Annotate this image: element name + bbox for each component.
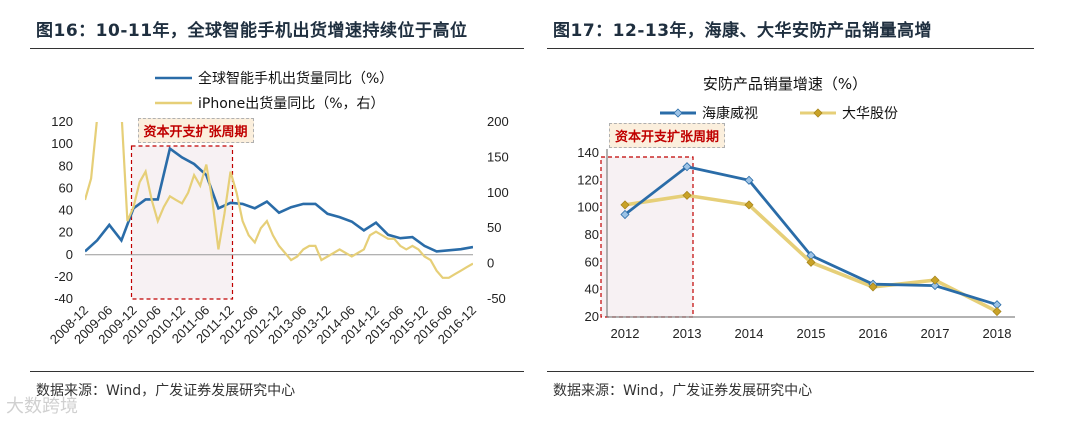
dahua-point [992,306,1002,317]
right-y-tick: 0 [487,256,494,271]
left-y-tick: -40 [54,291,73,306]
left-y-tick: 100 [51,136,73,151]
legend-marker [813,108,823,118]
right-y-tick: -50 [487,291,506,306]
right-y-tick: 100 [487,185,509,200]
right-line-chart: 安防产品销量增速（%） 20 40 60 80 100 120 140 2012 2013 2014… [577,75,1015,341]
dahua-point [868,282,878,292]
left-y-tick: 20 [59,225,73,240]
right-period-label: 资本开支扩张周期 [609,123,726,148]
left-period-label: 资本开支扩张周期 [137,118,254,143]
chart-title: 安防产品销量增速（%） [703,75,867,93]
x-tick-label: 2015 [797,326,826,341]
y-tick-label: 120 [577,172,599,187]
left-figure: 图16：10-11年，全球智能手机出货增速持续位于高位 -40 -20 0 20 40 6… [0,0,530,422]
hikvision-point [682,162,692,172]
right-figure-title: 图17：12-13年，海康、大华安防产品销量高增 [553,21,933,41]
x-tick-label: 2017 [921,326,950,341]
y-tick-label: 100 [577,200,599,215]
x-tick-label: 2013 [673,326,702,341]
hikvision-point [930,281,940,291]
x-tick-label: 2016 [859,326,888,341]
left-y-tick: -20 [54,269,73,284]
smartphone-shipments-line [85,146,473,253]
legend-marker [673,108,683,118]
x-tick-label: 2018 [983,326,1012,341]
left-line-chart: -40-20020406080100120-500501001502002008… [47,70,509,347]
hikvision-point [744,175,754,185]
left-y-tick: 60 [59,180,73,195]
left-y-tick: 40 [59,203,73,218]
y-tick-label: 40 [585,282,599,297]
hikvision-point [620,209,630,220]
left-y-tick: 120 [51,114,73,129]
left-figure-title: 图16：10-11年，全球智能手机出货增速持续位于高位 [36,21,468,41]
y-tick-label: 20 [585,309,599,324]
right-bottom-rule [547,371,1034,372]
dahua-point [620,200,630,210]
right-figure: 图17：12-13年，海康、大华安防产品销量高增 安防产品销量增速（%） 20 40… [545,0,1080,422]
left-y-tick: 0 [66,247,73,262]
right-y-tick: 150 [487,149,509,164]
legend-label: 大华股份 [842,106,898,122]
x-tick-label: 2012 [611,326,640,341]
dahua-point [806,257,816,267]
right-y-tick: 50 [487,220,501,235]
y-tick-label: 80 [585,227,599,242]
right-top-rule [547,48,1034,49]
left-y-tick: 80 [59,158,73,173]
iphone-shipments-line [85,122,473,279]
dahua-point [682,190,692,200]
left-highlight-region [130,145,234,300]
watermark: 大数跨境 [6,396,78,417]
legend-label: 全球智能手机出货量同比（%） [198,70,393,87]
dahua-point [930,275,940,285]
right-y-tick: 200 [487,114,509,129]
dahua-point [744,200,754,210]
right-source: 数据来源：Wind，广发证券发展研究中心 [553,383,813,399]
y-tick-label: 140 [577,145,599,160]
legend-label: iPhone出货量同比（%，右） [198,95,385,112]
right-highlight-region [600,156,694,318]
left-top-rule [30,48,524,49]
x-tick-label: 2014 [735,326,764,341]
left-bottom-rule [30,371,524,372]
legend-label: 海康威视 [702,105,758,122]
left-source: 数据来源：Wind，广发证券发展研究中心 [36,383,296,399]
y-tick-label: 60 [585,254,599,269]
